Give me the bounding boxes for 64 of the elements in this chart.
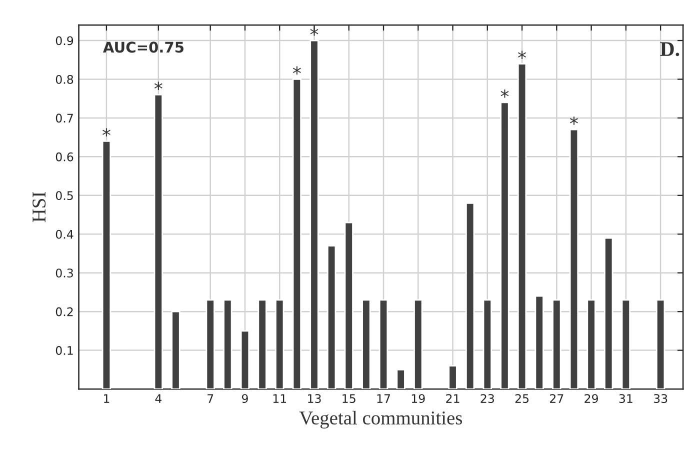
bar xyxy=(275,299,284,390)
bar xyxy=(604,237,614,390)
bar xyxy=(102,140,112,390)
bar xyxy=(482,299,492,390)
y-tick-label: 0.7 xyxy=(56,114,73,123)
bar xyxy=(569,128,579,390)
x-tick-label: 4 xyxy=(155,394,162,403)
bar xyxy=(621,299,631,390)
bar xyxy=(310,40,319,390)
bar xyxy=(448,365,458,390)
x-tick-label: 7 xyxy=(208,394,214,403)
bar xyxy=(154,94,163,390)
annotation: * xyxy=(154,82,162,90)
x-tick-label: 33 xyxy=(654,394,668,404)
bar xyxy=(171,310,180,390)
annotation: D. xyxy=(660,42,680,56)
y-tick-label: 0.2 xyxy=(56,307,73,316)
annotation: * xyxy=(518,50,526,59)
x-axis-title: Vegetal communities xyxy=(299,410,462,429)
bar xyxy=(517,63,527,390)
y-tick-label: 0.6 xyxy=(56,152,74,162)
y-tick-label: 0.9 xyxy=(56,36,74,46)
x-tick-label: 1 xyxy=(104,394,110,403)
annotation: AUC=0.75 xyxy=(103,42,184,53)
x-tick-label: 27 xyxy=(550,394,564,403)
y-tick-label: 0.1 xyxy=(56,346,73,355)
bar xyxy=(465,202,475,390)
y-tick-label: 0.4 xyxy=(56,230,74,239)
x-tick-label: 29 xyxy=(584,394,598,404)
annotation: * xyxy=(102,128,110,136)
y-axis-title: HSI xyxy=(32,192,46,222)
bar xyxy=(656,299,666,390)
annotation: * xyxy=(500,89,509,98)
x-tick-label: 19 xyxy=(412,394,425,404)
x-tick-label: 9 xyxy=(242,394,248,404)
bar xyxy=(414,299,423,390)
bar xyxy=(258,299,267,390)
annotation: * xyxy=(310,28,318,36)
bar xyxy=(586,299,596,390)
x-tick-label: 13 xyxy=(308,394,321,404)
bar xyxy=(362,299,371,390)
annotation: * xyxy=(292,66,301,74)
bar xyxy=(500,102,510,390)
y-tick-label: 0.5 xyxy=(56,191,73,200)
x-tick-label: 23 xyxy=(480,394,494,404)
bar xyxy=(223,299,232,390)
bar xyxy=(326,245,336,390)
y-tick-label: 0.3 xyxy=(56,268,73,278)
x-tick-label: 11 xyxy=(273,394,286,403)
x-tick-label: 15 xyxy=(342,394,356,404)
bar xyxy=(240,330,250,390)
bar xyxy=(206,299,215,390)
x-tick-label: 25 xyxy=(515,394,529,404)
bar xyxy=(396,368,406,390)
bar xyxy=(292,78,302,390)
x-tick-label: 21 xyxy=(446,394,460,403)
bar xyxy=(378,299,388,390)
bar xyxy=(534,295,544,390)
bar xyxy=(552,299,562,390)
x-tick-label: 17 xyxy=(377,394,390,403)
y-tick-label: 0.8 xyxy=(56,74,74,84)
annotation: * xyxy=(570,116,578,125)
x-tick-label: 31 xyxy=(619,394,632,404)
bar xyxy=(344,222,354,390)
